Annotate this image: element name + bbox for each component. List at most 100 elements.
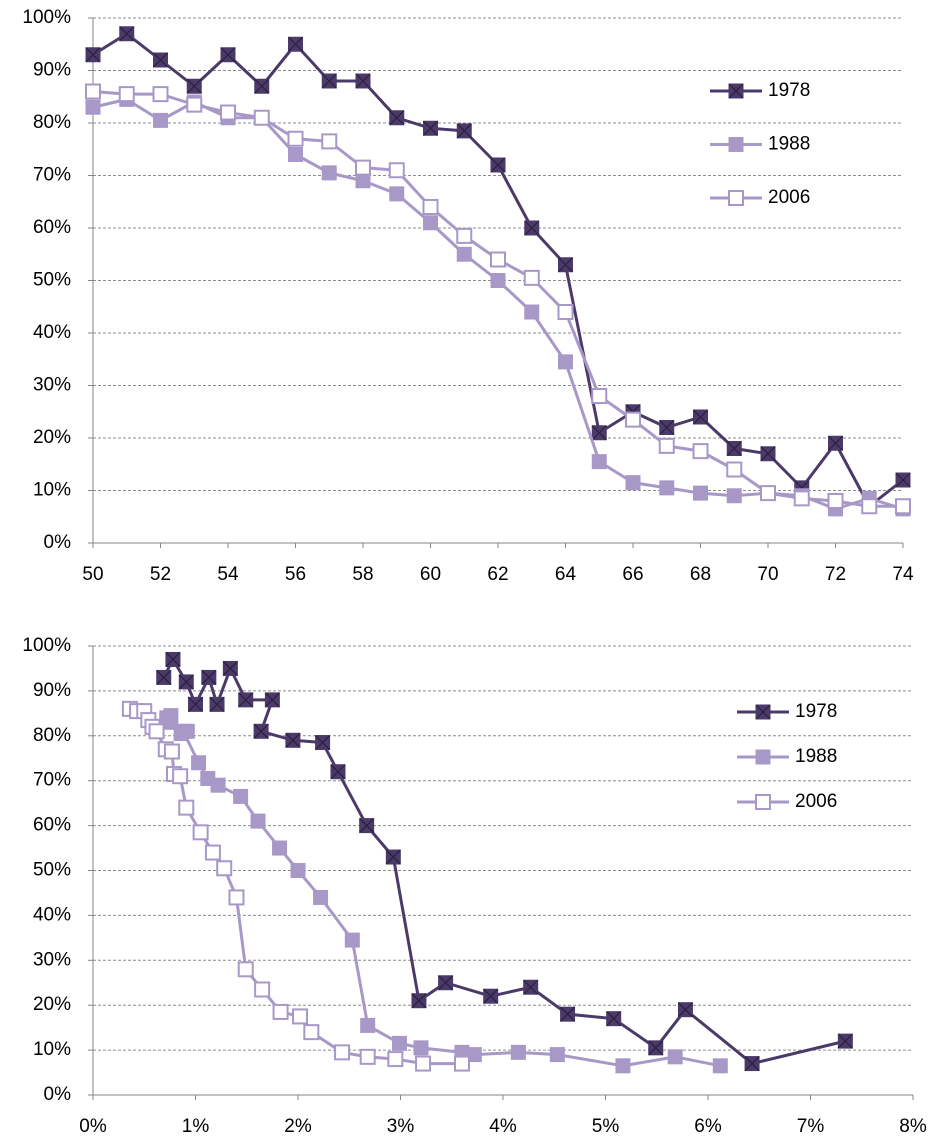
marker [313, 889, 329, 905]
x-tick-label: 5% [592, 1116, 620, 1137]
x-tick-label: 60 [420, 564, 441, 585]
x-tick-label: 56 [285, 564, 306, 585]
marker-cross [659, 420, 675, 435]
marker-cross [895, 472, 911, 488]
marker [549, 1047, 565, 1063]
marker-cross [678, 1002, 693, 1018]
marker-cross [253, 723, 269, 739]
marker [148, 723, 165, 740]
marker [334, 1044, 351, 1061]
y-tick-label: 90% [33, 60, 71, 81]
marker [625, 475, 641, 491]
marker-cross [438, 975, 454, 991]
x-tick-label: 0% [79, 1116, 107, 1137]
marker [360, 1017, 376, 1033]
marker [220, 104, 236, 121]
marker [321, 165, 337, 181]
x-tick-label: 3% [387, 1116, 415, 1137]
x-tick-label: 6% [694, 1116, 722, 1137]
marker-cross [359, 818, 375, 834]
marker [793, 490, 810, 507]
y-tick-label: 60% [33, 815, 71, 836]
marker-cross [119, 26, 135, 42]
marker [667, 1049, 683, 1065]
x-tick-label: 62 [487, 564, 508, 585]
y-tick-label: 70% [33, 770, 71, 791]
marker [557, 304, 574, 320]
marker [359, 1048, 376, 1065]
marker [387, 1051, 404, 1068]
marker-cross [264, 692, 280, 708]
marker [355, 173, 371, 189]
marker [712, 1058, 728, 1074]
marker [591, 454, 607, 470]
marker-cross [755, 704, 771, 720]
marker [272, 1003, 289, 1020]
marker [490, 251, 506, 268]
marker [755, 794, 771, 810]
series-line [165, 714, 721, 1068]
marker-cross [560, 1006, 575, 1022]
marker [693, 485, 708, 501]
x-tick-label: 70 [757, 564, 778, 585]
x-tick-label: 66 [622, 564, 643, 585]
marker [152, 86, 169, 103]
marker-cross [209, 696, 225, 712]
marker [344, 932, 360, 948]
marker [288, 147, 303, 162]
legend-label: 2006 [768, 187, 810, 208]
marker-cross [165, 652, 181, 667]
marker [204, 844, 221, 861]
marker [510, 1044, 526, 1060]
marker-cross [285, 732, 301, 748]
marker-cross [591, 425, 607, 441]
marker [728, 137, 744, 152]
marker [153, 112, 168, 128]
marker-cross [315, 735, 331, 750]
marker [423, 215, 438, 231]
marker [389, 186, 405, 202]
marker [861, 498, 878, 515]
y-tick-label: 40% [33, 904, 71, 925]
marker-cross [828, 435, 843, 451]
marker-cross [222, 661, 238, 676]
y-tick-label: 70% [33, 165, 71, 186]
marker [388, 162, 405, 179]
marker-cross [606, 1011, 622, 1027]
y-tick-label: 30% [33, 375, 71, 396]
x-tick-label: 68 [690, 564, 711, 585]
marker [290, 863, 306, 878]
marker [250, 813, 266, 829]
marker-cross [483, 988, 499, 1004]
marker [287, 130, 304, 147]
y-tick-label: 50% [33, 860, 71, 881]
x-tick-label: 64 [555, 564, 577, 585]
marker-cross [456, 123, 472, 139]
marker [466, 1047, 482, 1063]
series-line [92, 32, 904, 508]
marker [85, 83, 101, 100]
marker-cross [186, 78, 202, 94]
marker [175, 723, 191, 739]
marker [625, 411, 641, 428]
marker [163, 743, 180, 760]
y-tick-label: 40% [33, 322, 71, 343]
x-tick-label: 8% [899, 1116, 927, 1137]
marker-cross [523, 979, 539, 995]
marker [523, 269, 540, 286]
marker [726, 488, 742, 504]
x-tick-label: 1% [182, 1116, 210, 1137]
marker [303, 1024, 320, 1041]
marker [192, 824, 209, 841]
marker [895, 498, 911, 515]
series-line [162, 657, 846, 1066]
y-tick-label: 0% [44, 532, 72, 553]
marker-cross [330, 764, 346, 780]
marker-cross [728, 83, 744, 99]
marker-cross [837, 1033, 853, 1049]
marker [292, 1008, 309, 1025]
marker-cross [744, 1056, 760, 1071]
marker [490, 273, 506, 288]
marker [760, 485, 776, 502]
